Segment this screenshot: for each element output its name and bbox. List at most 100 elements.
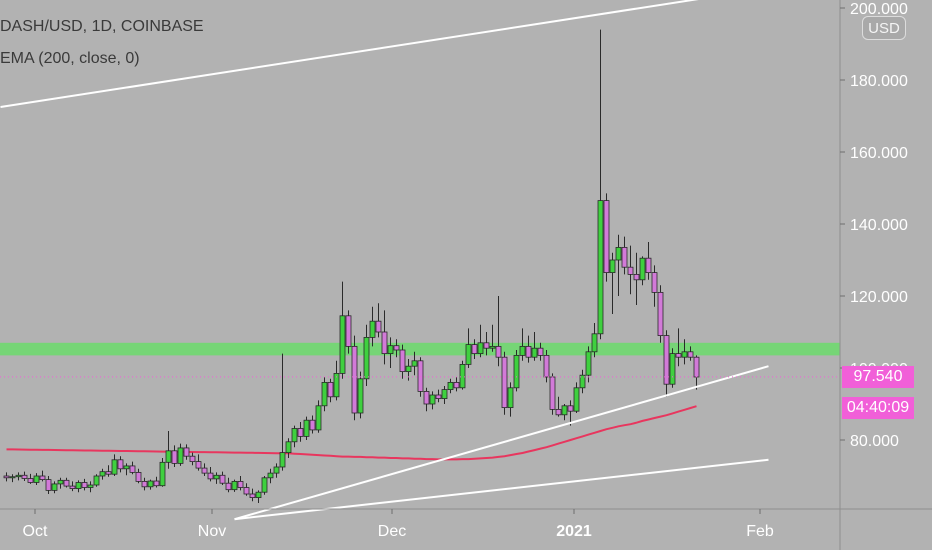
candle[interactable]: [627, 245, 634, 295]
candle[interactable]: [3, 472, 10, 482]
symbol-title[interactable]: DASH/USD, 1D, COINBASE: [0, 18, 204, 35]
candle[interactable]: [387, 337, 394, 368]
candle[interactable]: [183, 444, 190, 460]
candle[interactable]: [429, 391, 436, 410]
candle[interactable]: [117, 456, 124, 473]
candle[interactable]: [243, 483, 250, 496]
candle[interactable]: [69, 481, 76, 492]
candle[interactable]: [249, 488, 256, 502]
candle[interactable]: [237, 476, 244, 491]
candle[interactable]: [525, 335, 532, 363]
candle[interactable]: [27, 473, 34, 484]
candle[interactable]: [273, 463, 280, 478]
candle[interactable]: [609, 252, 616, 314]
candle[interactable]: [657, 285, 664, 343]
candle[interactable]: [447, 378, 454, 394]
candle[interactable]: [381, 310, 388, 365]
candle[interactable]: [591, 323, 598, 358]
candle[interactable]: [483, 332, 490, 356]
candle[interactable]: [177, 443, 184, 466]
candle[interactable]: [543, 350, 550, 383]
candle[interactable]: [615, 234, 622, 296]
indicator-label[interactable]: EMA (200, close, 0): [0, 50, 140, 67]
candle[interactable]: [51, 481, 58, 494]
candle[interactable]: [195, 454, 202, 471]
candle[interactable]: [513, 350, 520, 392]
candle[interactable]: [567, 400, 574, 426]
candle[interactable]: [99, 468, 106, 480]
candle[interactable]: [573, 382, 580, 413]
resistance-zone[interactable]: [0, 342, 840, 356]
candle[interactable]: [153, 476, 160, 488]
time-axis[interactable]: Oct Nov Dec 2021 Feb: [23, 509, 774, 540]
candle[interactable]: [507, 382, 514, 417]
candle[interactable]: [15, 472, 22, 481]
candle[interactable]: [165, 431, 172, 469]
candle[interactable]: [279, 353, 286, 471]
candle[interactable]: [123, 463, 130, 476]
price-axis[interactable]: 80.000100.000120.000140.000160.000180.00…: [840, 1, 908, 450]
candle[interactable]: [111, 454, 118, 476]
candle[interactable]: [453, 377, 460, 392]
candle[interactable]: [207, 467, 214, 482]
candle[interactable]: [231, 479, 238, 492]
candle[interactable]: [201, 463, 208, 476]
candle[interactable]: [267, 468, 274, 484]
candle[interactable]: [321, 377, 328, 412]
candle[interactable]: [537, 342, 544, 361]
candle[interactable]: [45, 476, 52, 494]
candle[interactable]: [309, 415, 316, 434]
candle[interactable]: [435, 389, 442, 403]
candle[interactable]: [105, 465, 112, 477]
candle[interactable]: [261, 476, 268, 495]
candle[interactable]: [639, 256, 646, 286]
candle[interactable]: [465, 328, 472, 368]
candle[interactable]: [369, 306, 376, 347]
candle[interactable]: [147, 479, 154, 490]
candle[interactable]: [357, 371, 364, 419]
candle[interactable]: [9, 474, 16, 483]
candle[interactable]: [681, 339, 688, 365]
candle[interactable]: [75, 480, 82, 493]
candle[interactable]: [213, 472, 220, 484]
candle[interactable]: [555, 396, 562, 417]
candle[interactable]: [441, 386, 448, 404]
candle[interactable]: [219, 471, 226, 485]
candle[interactable]: [561, 404, 568, 421]
candle[interactable]: [411, 351, 418, 376]
candle[interactable]: [297, 422, 304, 442]
candle[interactable]: [291, 425, 298, 448]
candle[interactable]: [327, 378, 334, 403]
candle[interactable]: [495, 296, 502, 367]
candle[interactable]: [63, 477, 70, 488]
candle[interactable]: [603, 193, 610, 282]
candle[interactable]: [159, 458, 166, 487]
candle[interactable]: [93, 474, 100, 487]
candle[interactable]: [669, 348, 676, 388]
trendline[interactable]: [0, 0, 769, 108]
candle[interactable]: [501, 351, 508, 415]
candle[interactable]: [663, 330, 670, 397]
candle[interactable]: [135, 468, 142, 484]
candle[interactable]: [129, 461, 136, 475]
candle[interactable]: [477, 324, 484, 358]
candle[interactable]: [81, 478, 88, 491]
candle[interactable]: [39, 470, 46, 482]
candle[interactable]: [339, 281, 346, 379]
candle[interactable]: [633, 252, 640, 305]
trendline[interactable]: [234, 365, 769, 521]
candle[interactable]: [645, 242, 652, 280]
candle[interactable]: [141, 477, 148, 491]
candle[interactable]: [171, 445, 178, 467]
candle[interactable]: [363, 324, 370, 386]
candle[interactable]: [87, 481, 94, 493]
candle[interactable]: [675, 328, 682, 367]
candle[interactable]: [459, 360, 466, 390]
candle[interactable]: [57, 477, 64, 489]
candle[interactable]: [579, 369, 586, 394]
candle[interactable]: [399, 344, 406, 379]
candle[interactable]: [315, 400, 322, 433]
candle[interactable]: [33, 473, 40, 485]
candle[interactable]: [189, 452, 196, 466]
